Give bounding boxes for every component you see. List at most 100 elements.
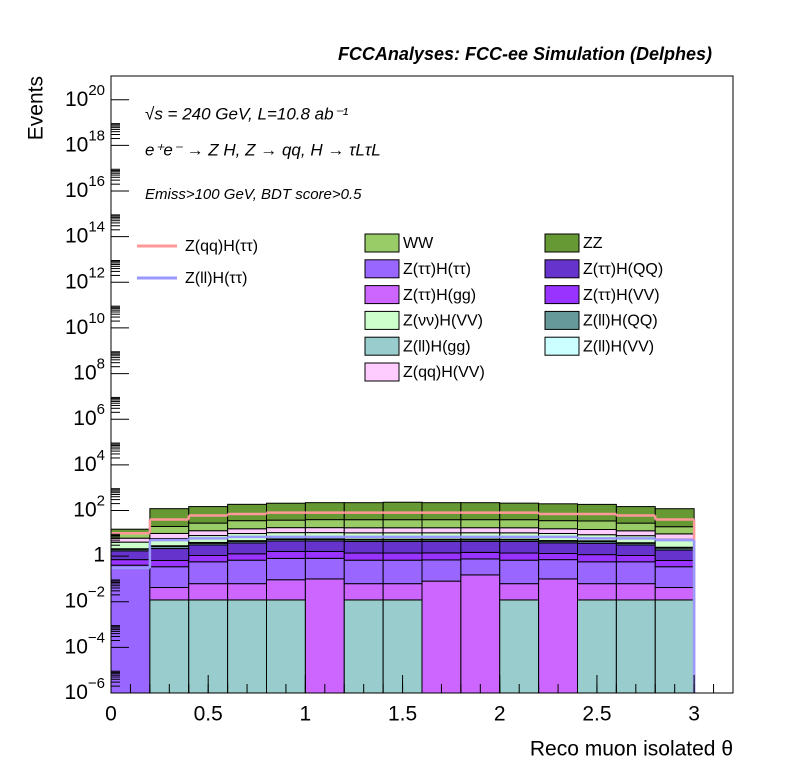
histogram-segment <box>421 559 462 582</box>
histogram-segment <box>460 519 501 529</box>
histogram-segment <box>382 583 423 601</box>
histogram-segment <box>149 566 190 589</box>
histogram-segment <box>382 541 423 554</box>
histogram-segment <box>421 540 462 554</box>
histogram-segment <box>343 583 384 601</box>
y-tick-label: 10−6 <box>65 675 105 704</box>
histogram-segment <box>266 519 306 529</box>
histogram-segment <box>499 541 540 554</box>
y-tick-label: 106 <box>73 401 105 430</box>
histogram-segment <box>149 532 190 540</box>
histogram-segment <box>577 554 617 563</box>
histogram-segment <box>538 552 578 561</box>
histogram-segment <box>343 519 384 529</box>
y-tick-label: 104 <box>73 447 105 476</box>
legend-swatch <box>544 259 580 279</box>
legend-label: Z(ττ)H(ττ) <box>403 261 471 278</box>
histogram-segment <box>382 527 423 534</box>
histogram-segment <box>499 583 540 601</box>
histogram-segment <box>460 527 501 534</box>
x-tick-label: 1.5 <box>388 703 417 726</box>
histogram-segment <box>227 599 267 694</box>
x-tick-label: 0.5 <box>194 703 223 726</box>
x-tick-label: 0 <box>105 703 117 726</box>
histogram-segment <box>343 527 384 534</box>
legend-label: Z(ll)H(ττ) <box>185 270 247 287</box>
y-tick-label: 1018 <box>65 127 105 156</box>
histogram-segment <box>499 552 540 561</box>
histogram-segment <box>227 542 267 555</box>
histogram-segment <box>227 553 267 561</box>
legend-swatch <box>544 336 580 356</box>
histogram-segment <box>382 559 423 585</box>
histogram-segment <box>149 559 190 568</box>
y-axis-label: Events <box>25 76 48 140</box>
legend-swatch <box>364 259 400 279</box>
y-tick-label: 108 <box>73 356 105 385</box>
histogram-segment <box>538 542 578 554</box>
histogram-segment <box>188 530 229 537</box>
histogram-segment <box>304 550 345 559</box>
x-tick-label: 2 <box>494 703 506 726</box>
histogram-segment <box>304 557 345 580</box>
histogram-segment <box>343 541 384 554</box>
legend-swatch <box>544 310 580 330</box>
y-tick-label: 1012 <box>65 264 105 293</box>
histogram-segment <box>460 540 501 553</box>
histogram-segment <box>615 544 656 557</box>
histogram-segment <box>343 559 384 585</box>
histogram-segment <box>654 508 695 528</box>
histogram-segment <box>188 544 229 557</box>
histogram-segment <box>577 561 617 585</box>
histogram-segment <box>227 528 267 535</box>
legend-label: Z(ll)H(QQ) <box>583 313 658 330</box>
histogram-segment <box>538 520 578 530</box>
legend-label: Z(qq)H(ττ) <box>185 238 258 255</box>
histogram-segment <box>460 574 501 694</box>
histogram-segment <box>615 555 656 563</box>
y-tick-label: 1 <box>93 544 105 567</box>
histogram-segment <box>110 550 151 561</box>
histogram-segment <box>227 520 267 530</box>
histogram-segment <box>615 599 656 694</box>
histogram-segment <box>577 583 617 601</box>
legend-label: Z(ττ)H(VV) <box>583 287 660 304</box>
y-tick-label: 1016 <box>65 173 105 202</box>
histogram-segment <box>421 519 462 529</box>
histogram-segment <box>266 557 306 581</box>
histogram-segment <box>149 548 190 561</box>
histogram-segment <box>615 561 656 585</box>
histogram-segment <box>654 549 695 561</box>
histogram-segment <box>382 519 423 529</box>
histogram-segment <box>343 502 384 521</box>
legend-label: ZZ <box>583 235 603 252</box>
histogram-segment <box>149 587 190 601</box>
legend-label: Z(ττ)H(QQ) <box>583 261 663 278</box>
annotation: Emiss>100 GeV, BDT score>0.5 <box>145 186 362 203</box>
histogram-segment <box>654 599 695 694</box>
histogram-segment <box>304 527 345 534</box>
histogram-segment <box>227 559 267 585</box>
histogram-segment <box>188 522 229 532</box>
histogram-segment <box>538 578 578 694</box>
histogram-segment <box>266 599 306 694</box>
legend-label: Z(νν)H(VV) <box>403 313 483 330</box>
histogram-segment <box>149 525 190 534</box>
histogram-segment <box>382 552 423 561</box>
legend-label: Z(qq)H(VV) <box>403 364 485 381</box>
y-tick-label: 1020 <box>65 82 105 111</box>
y-tick-label: 102 <box>73 492 105 521</box>
histogram-segment <box>654 533 695 540</box>
histogram-segment <box>304 502 345 521</box>
histogram-segment <box>538 503 578 522</box>
histogram-segment <box>382 501 423 521</box>
annotation: √s = 240 GeV, L=10.8 ab⁻¹ <box>145 104 349 123</box>
histogram-segment <box>577 528 617 536</box>
histogram-segment <box>499 502 540 521</box>
x-tick-label: 1 <box>300 703 312 726</box>
histogram-segment <box>266 550 306 559</box>
histogram-segment <box>343 599 384 694</box>
histogram-segment <box>615 583 656 601</box>
histogram-segment <box>421 580 462 694</box>
legend-label: Z(ll)H(VV) <box>583 338 654 355</box>
